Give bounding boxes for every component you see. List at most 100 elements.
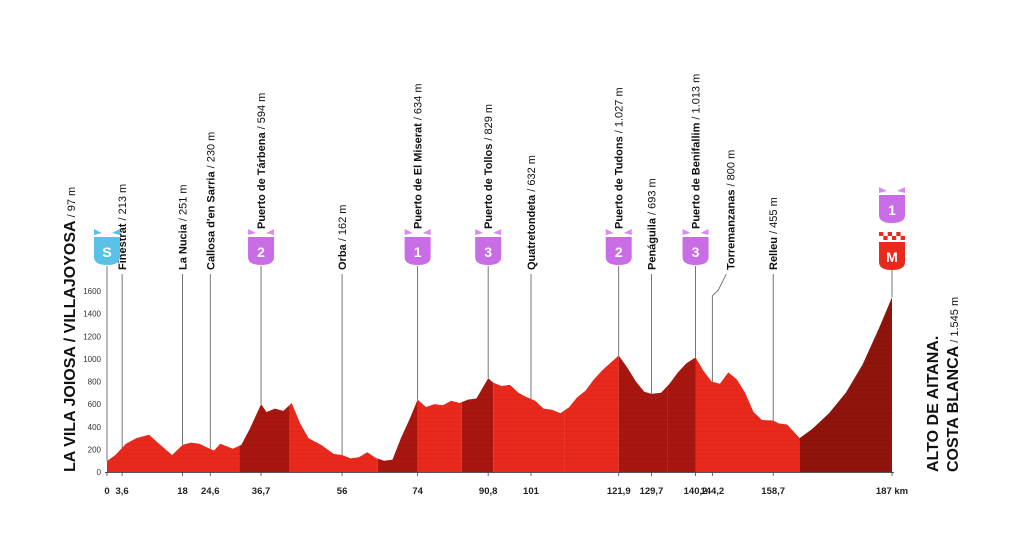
badge-shape bbox=[605, 237, 632, 265]
profile-segment bbox=[377, 399, 418, 472]
profile-segment bbox=[695, 357, 800, 472]
category-badges: 2 1 3 2 3 S 1 M bbox=[94, 187, 905, 270]
badge-flag bbox=[112, 229, 120, 235]
waypoint-altitude: / 230 m bbox=[205, 132, 217, 172]
checkered-cell bbox=[887, 236, 892, 240]
checkered-flag bbox=[879, 232, 905, 240]
waypoint-label: Penáguila / 693 m bbox=[646, 178, 658, 270]
badge-flag bbox=[682, 229, 691, 235]
profile-segment bbox=[417, 399, 462, 472]
start-badge: S bbox=[94, 229, 120, 265]
waypoint-name: Puerto de Tárbena bbox=[256, 132, 268, 229]
waypoint-altitude: / 800 m bbox=[725, 150, 737, 190]
badge-shape bbox=[879, 242, 905, 270]
waypoint-name: Quatretondeta bbox=[526, 194, 538, 270]
y-axis-ticks: 200 400 600 800 1000 1200 1400 1600 0 bbox=[83, 287, 101, 477]
badge-flag bbox=[266, 229, 275, 235]
waypoint-name: La Nucia bbox=[178, 223, 190, 270]
checkered-cell bbox=[900, 232, 905, 236]
badge-label: 1 bbox=[414, 244, 422, 260]
waypoint-name: Torremanzanas bbox=[725, 190, 737, 271]
badge-flag bbox=[475, 229, 484, 235]
waypoint-text: Finestrat / 213 m bbox=[117, 184, 129, 270]
waypoint-text: Puerto de Tudons / 1.027 m bbox=[614, 87, 626, 229]
waypoint-altitude: / 829 m bbox=[483, 104, 495, 144]
checkered-cell bbox=[900, 236, 905, 240]
y-tick-label: 0 bbox=[97, 468, 102, 477]
profile-segment bbox=[107, 434, 240, 472]
waypoint-text: Quatretondeta / 632 m bbox=[526, 155, 538, 270]
waypoint-text: Penáguila / 693 m bbox=[646, 178, 658, 270]
waypoint-text: Puerto de Tollos / 829 m bbox=[483, 104, 495, 229]
x-tick-label: 158,7 bbox=[761, 486, 785, 497]
checkered-cell bbox=[879, 236, 884, 240]
x-tick-label: 101 bbox=[523, 486, 540, 497]
x-tick-label: 90,8 bbox=[479, 486, 498, 497]
waypoint-altitude: / 1.027 m bbox=[614, 87, 626, 136]
kom-category-badge: 2 bbox=[605, 229, 632, 265]
badge-flag bbox=[700, 229, 709, 235]
badge-flag bbox=[248, 229, 257, 235]
start-altitude: / 97 m bbox=[66, 187, 78, 221]
waypoint-text: Puerto de Tárbena / 594 m bbox=[256, 93, 268, 229]
waypoint-name: Puerto de Tollos bbox=[483, 144, 495, 229]
start-name: LA VILA JOIOSA / VILLAJOYOSA bbox=[62, 220, 79, 472]
y-tick-label: 800 bbox=[88, 378, 102, 387]
x-tick-label: 56 bbox=[337, 486, 348, 497]
checkered-cell bbox=[883, 232, 888, 236]
x-tick-label: 0 bbox=[104, 486, 109, 497]
waypoint-label: La Nucia / 251 m bbox=[178, 184, 190, 270]
waypoint-labels: Finestrat / 213 m La Nucia / 251 m Callosa… bbox=[117, 74, 780, 270]
checkered-cell bbox=[879, 232, 884, 236]
checkered-cell bbox=[896, 232, 901, 236]
badge-label: S bbox=[102, 244, 111, 260]
badge-shape bbox=[94, 237, 120, 265]
waypoint-label: Orba / 162 m bbox=[337, 205, 349, 270]
waypoint-text: Callosa d'en Sarria / 230 m bbox=[205, 132, 217, 270]
waypoint-altitude: / 213 m bbox=[117, 184, 129, 224]
elevation-profile bbox=[105, 297, 894, 473]
profile-segment bbox=[493, 382, 565, 472]
checkered-cell bbox=[896, 236, 901, 240]
y-tick-label: 400 bbox=[88, 423, 102, 432]
checkered-cell bbox=[891, 232, 897, 236]
badge-label: 3 bbox=[484, 244, 492, 260]
waypoint-label: Finestrat / 213 m bbox=[117, 184, 129, 270]
waypoint-altitude: / 162 m bbox=[337, 205, 349, 245]
x-tick-label: 140,2 bbox=[684, 486, 708, 497]
waypoint-label: Puerto de Tudons / 1.027 m bbox=[614, 87, 626, 229]
waypoint-name: Callosa d'en Sarria bbox=[205, 171, 217, 270]
x-axis-km-ticks: 0 3,6 18 24,6 36,7 56 74 90,8 101 121,9 129,7 140,2… bbox=[104, 472, 908, 497]
waypoint-altitude: / 634 m bbox=[413, 83, 425, 123]
finish-badge: M bbox=[879, 242, 905, 270]
badge-flag bbox=[623, 229, 632, 235]
checkered-cell bbox=[891, 236, 897, 240]
x-tick-label: 36,7 bbox=[252, 486, 271, 497]
badge-flag bbox=[422, 229, 431, 235]
profile-segment bbox=[667, 357, 696, 472]
badge-flag bbox=[404, 229, 413, 235]
finish-name-line1: ALTO DE AITANA. bbox=[925, 336, 942, 472]
y-tick-label: 1000 bbox=[83, 355, 101, 364]
finish-kom-badge: 1 bbox=[879, 187, 905, 223]
checkered-cell bbox=[883, 236, 888, 240]
waypoint-altitude: / 632 m bbox=[526, 155, 538, 195]
waypoint-altitude: / 594 m bbox=[256, 93, 268, 133]
waypoint-altitude: / 1.013 m bbox=[691, 74, 703, 123]
kom-category-badge: 3 bbox=[475, 229, 502, 265]
waypoint-label: Quatretondeta / 632 m bbox=[526, 155, 538, 270]
badge-label: 1 bbox=[888, 202, 896, 218]
x-tick-label: 187 km bbox=[876, 486, 908, 497]
profile-segment bbox=[289, 403, 378, 472]
waypoint-text: Relleu / 455 m bbox=[768, 197, 780, 270]
svg-text:LA VILA JOIOSA / VILLAJOYOSA /: LA VILA JOIOSA / VILLAJOYOSA / 97 m bbox=[62, 187, 79, 472]
badge-flag bbox=[493, 229, 502, 235]
badge-shape bbox=[682, 237, 709, 265]
waypoint-text: La Nucia / 251 m bbox=[178, 184, 190, 270]
waypoint-label: Relleu / 455 m bbox=[768, 197, 780, 270]
waypoint-label: Puerto de El Miserat / 634 m bbox=[413, 83, 425, 229]
y-tick-label: 200 bbox=[88, 445, 102, 454]
finish-label-2: COSTA BLANCA / 1.545 m bbox=[945, 297, 962, 472]
profile-segment bbox=[799, 297, 892, 472]
